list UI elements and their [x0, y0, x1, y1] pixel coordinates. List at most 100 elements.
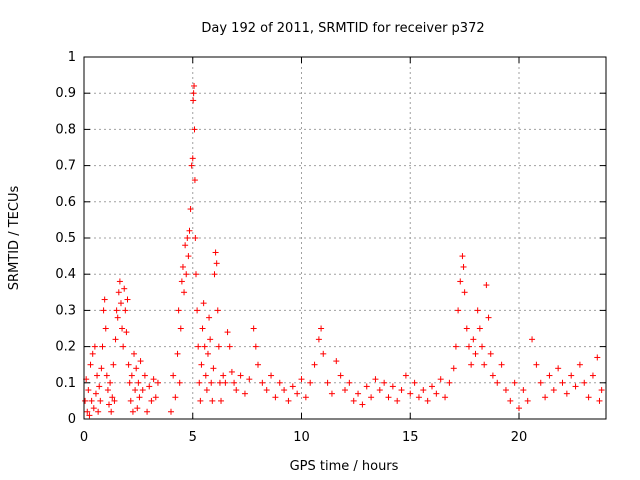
- y-tick-label: 0.6: [55, 195, 76, 210]
- data-point: [452, 343, 459, 350]
- data-point: [89, 350, 96, 357]
- data-point: [126, 379, 133, 386]
- data-point: [97, 397, 104, 404]
- data-point: [420, 387, 427, 394]
- data-point: [241, 390, 248, 397]
- data-point: [507, 397, 514, 404]
- data-point: [465, 343, 472, 350]
- data-point: [394, 397, 401, 404]
- data-point: [542, 394, 549, 401]
- data-point: [196, 379, 203, 386]
- y-tick-label: 0.5: [55, 231, 76, 246]
- data-point: [188, 162, 195, 169]
- data-point: [210, 365, 217, 372]
- data-point: [598, 387, 605, 394]
- data-point: [252, 343, 259, 350]
- data-point: [131, 350, 138, 357]
- data-point: [187, 206, 194, 213]
- data-point: [537, 379, 544, 386]
- data-point: [483, 282, 490, 289]
- data-point: [207, 336, 214, 343]
- data-point: [90, 405, 97, 412]
- data-point: [272, 394, 279, 401]
- data-point: [129, 408, 136, 415]
- data-point: [533, 361, 540, 368]
- data-point: [213, 260, 220, 267]
- data-point: [529, 336, 536, 343]
- data-point: [88, 397, 95, 404]
- data-point: [233, 387, 240, 394]
- data-point: [359, 401, 366, 408]
- data-point: [202, 372, 209, 379]
- data-point: [168, 408, 174, 415]
- data-point: [112, 336, 119, 343]
- data-point: [203, 387, 210, 394]
- data-point: [368, 394, 375, 401]
- y-tick-label: 0.2: [55, 340, 76, 355]
- data-point: [226, 343, 233, 350]
- data-point: [446, 379, 453, 386]
- data-point: [263, 387, 270, 394]
- data-point: [402, 372, 409, 379]
- data-point: [424, 397, 431, 404]
- data-point: [177, 325, 184, 332]
- data-point: [134, 405, 141, 412]
- data-point: [144, 408, 151, 415]
- data-point: [481, 361, 488, 368]
- data-point: [215, 343, 222, 350]
- data-point: [116, 278, 123, 285]
- data-point: [320, 350, 327, 357]
- data-point: [228, 368, 235, 375]
- data-point: [110, 361, 117, 368]
- data-point: [117, 300, 124, 307]
- data-point: [546, 372, 553, 379]
- data-point: [246, 376, 253, 383]
- data-point: [135, 379, 142, 386]
- data-point: [307, 379, 314, 386]
- y-tick-label: 0: [68, 412, 76, 427]
- x-axis-label: GPS time / hours: [290, 459, 399, 474]
- data-point: [124, 296, 131, 303]
- data-point: [150, 376, 157, 383]
- data-point: [457, 278, 464, 285]
- data-point: [298, 376, 305, 383]
- data-point: [190, 97, 197, 104]
- data-point: [91, 343, 98, 350]
- data-point: [127, 397, 134, 404]
- data-point: [494, 379, 501, 386]
- data-point: [96, 383, 103, 390]
- data-point: [474, 307, 481, 314]
- data-point: [86, 412, 93, 419]
- data-point: [594, 354, 601, 361]
- data-point: [82, 397, 89, 404]
- data-point: [185, 253, 192, 260]
- data-point: [524, 397, 531, 404]
- data-point: [191, 126, 198, 133]
- data-point: [350, 397, 357, 404]
- data-point: [559, 379, 566, 386]
- data-point: [289, 383, 296, 390]
- data-point: [337, 372, 344, 379]
- data-point: [148, 397, 155, 404]
- data-point: [576, 361, 583, 368]
- data-point: [318, 325, 325, 332]
- data-point: [172, 394, 179, 401]
- data-point: [333, 358, 340, 365]
- data-point: [355, 390, 362, 397]
- y-tick-label: 0.4: [55, 267, 76, 282]
- data-point: [460, 263, 467, 270]
- data-point: [596, 397, 603, 404]
- data-point: [154, 379, 161, 386]
- data-point: [568, 372, 575, 379]
- data-point: [208, 379, 215, 386]
- data-point: [106, 401, 113, 408]
- data-point: [442, 394, 449, 401]
- data-point: [197, 397, 204, 404]
- data-point: [485, 314, 492, 321]
- x-tick-label: 0: [80, 430, 88, 445]
- data-point: [563, 390, 570, 397]
- data-point: [468, 361, 475, 368]
